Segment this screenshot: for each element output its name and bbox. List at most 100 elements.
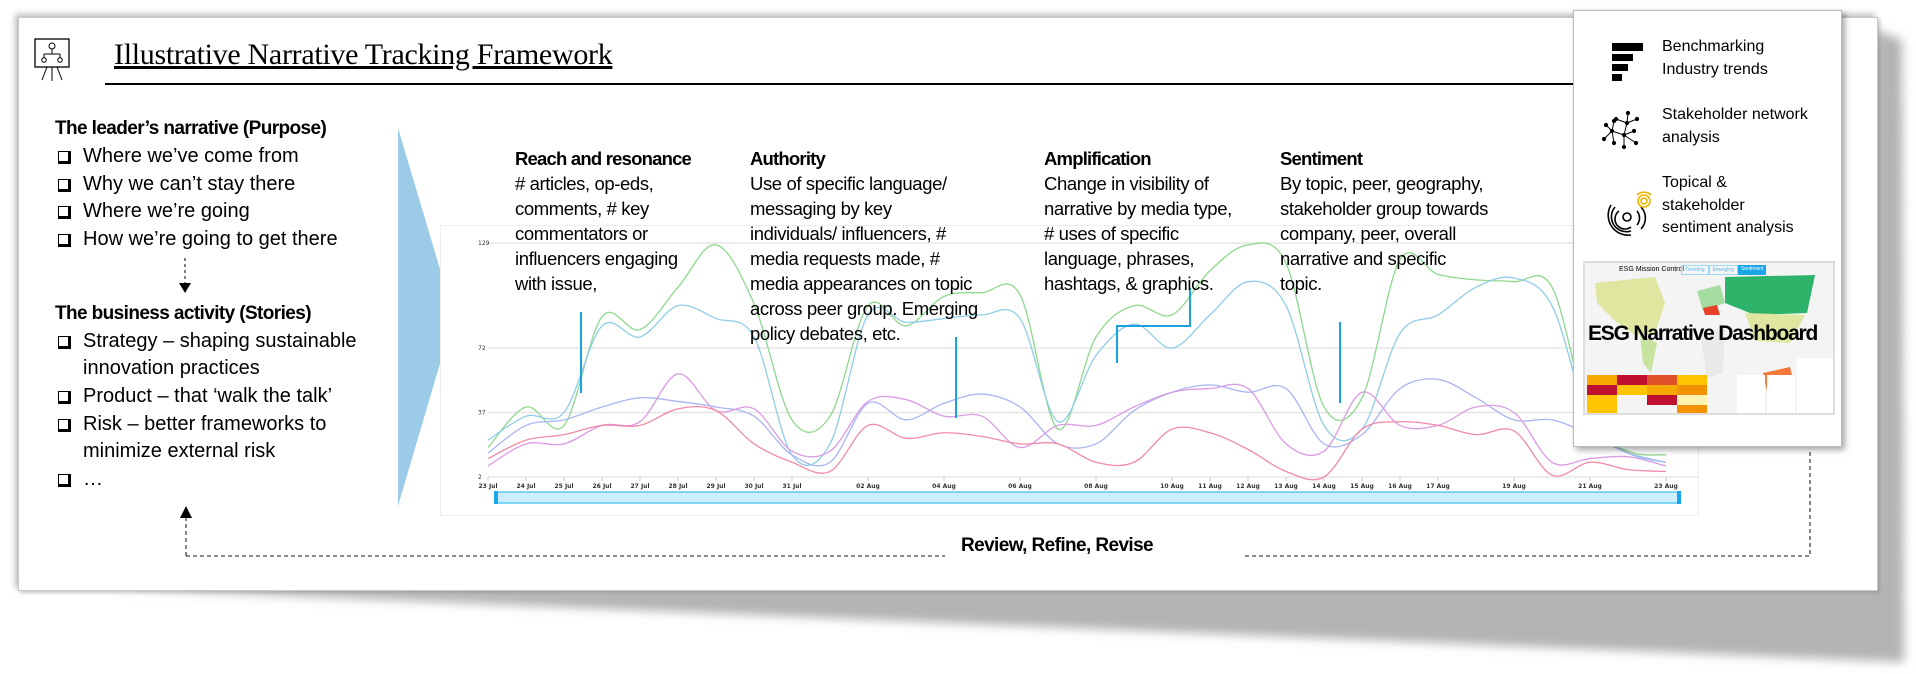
world-sentiment-map <box>1587 275 1833 413</box>
x-tick-label: 13 Aug <box>1274 483 1298 490</box>
metric-description-line: narrative by media type, <box>1044 198 1232 219</box>
metric-description-line: media appearances on topic <box>750 273 973 294</box>
metric-heading: Sentiment <box>1280 148 1363 169</box>
x-tick-label: 04 Aug <box>932 483 956 490</box>
benchmarking-label: Benchmarking Industry trends <box>1662 38 1768 78</box>
y-tick-label: 72 <box>478 345 486 352</box>
scrollbar-track[interactable] <box>494 491 1681 504</box>
x-tick-label: 15 Aug <box>1350 483 1374 490</box>
x-tick-label: 12 Aug <box>1236 483 1260 490</box>
x-tick-label: 26 Jul <box>593 483 612 490</box>
metric-description-line: policy debates, etc. <box>750 323 901 344</box>
issue-heatmap <box>1587 375 1707 413</box>
x-tick-label: 30 Jul <box>745 483 764 490</box>
stories-item-cont: minimize external risk <box>83 440 276 462</box>
purpose-item: How we’re going to get there <box>83 228 338 250</box>
x-tick-label: 08 Aug <box>1084 483 1108 490</box>
purpose-item: Where we’re going <box>83 200 250 222</box>
y-tick-label: 37 <box>478 410 486 417</box>
dashboard-title: ESG Narrative Dashboard <box>1588 322 1818 345</box>
checkbox-icon <box>58 391 71 404</box>
scrollbar-left-handle[interactable] <box>494 491 498 504</box>
series-line-4 <box>487 373 1667 467</box>
chevron-arrow-icon <box>398 128 454 506</box>
sentiment-analysis-label: Topical & stakeholder sentiment analysis <box>1662 174 1794 236</box>
metric-sentiment: Sentiment By topic, peer, geography, stake… <box>1280 146 1488 296</box>
x-tick-label: 10 Aug <box>1160 483 1184 490</box>
metric-description-line: narrative and specific <box>1280 248 1447 269</box>
x-tick-label: 17 Aug <box>1426 483 1450 490</box>
dashboard-tabs: Trending Emerging Sentiment <box>1681 265 1767 275</box>
purpose-heading: The leader’s narrative (Purpose) <box>55 118 327 139</box>
page-title: Illustrative Narrative Tracking Framewor… <box>114 38 613 71</box>
network-analysis-label: Stakeholder network analysis <box>1662 106 1808 146</box>
network-icon <box>1602 110 1640 150</box>
metric-description-line: stakeholder group towards <box>1280 198 1489 219</box>
y-tick-label: 129 <box>478 240 490 247</box>
tab-sentiment[interactable]: Sentiment <box>1737 265 1767 275</box>
metric-description-line: topic. <box>1280 273 1322 294</box>
series-line-3 <box>487 378 1667 467</box>
x-tick-label: 02 Aug <box>856 483 880 490</box>
metric-amplification: Amplification Change in visibility of narr… <box>1044 146 1232 296</box>
metric-description-line: with issue, <box>515 273 597 294</box>
stories-item-cont: innovation practices <box>83 357 260 379</box>
metric-description-line: Change in visibility of <box>1044 173 1209 194</box>
x-tick-label: 27 Jul <box>631 483 650 490</box>
metric-description-line: company, peer, overall <box>1280 223 1456 244</box>
metric-heading: Amplification <box>1044 148 1152 169</box>
series-line-2 <box>487 276 1667 467</box>
review-refine-revise-label: Review, Refine, Revise <box>955 535 1160 557</box>
sentiment-radar-icon <box>1607 191 1652 236</box>
checkbox-icon <box>58 474 71 487</box>
range-scrollbar[interactable] <box>494 491 1681 504</box>
metric-description-line: influencers engaging <box>515 248 678 269</box>
metric-description-line: Use of specific language/ <box>750 173 947 194</box>
tab-emerging[interactable]: Emerging <box>1708 265 1738 275</box>
series-line-1 <box>487 242 1667 456</box>
dashed-arrow-down-icon <box>179 258 191 293</box>
x-tick-label: 25 Jul <box>555 483 574 490</box>
metric-description-line: commentators or <box>515 223 648 244</box>
presentation-org-chart-icon <box>34 38 70 81</box>
metric-description-line: individuals/ influencers, # <box>750 223 946 244</box>
stories-item: Strategy – shaping sustainable <box>83 330 357 352</box>
scrollbar-right-handle[interactable] <box>1677 491 1681 504</box>
tab-trending[interactable]: Trending <box>1681 265 1709 275</box>
metric-description-line: comments, # key <box>515 198 649 219</box>
x-tick-label: 19 Aug <box>1502 483 1526 490</box>
metric-description-line: # articles, op-eds, <box>515 173 654 194</box>
stories-item: … <box>83 468 103 490</box>
metric-heading: Reach and resonance <box>515 148 692 169</box>
amplification-marker <box>1116 288 1191 363</box>
x-tick-label: 11 Aug <box>1198 483 1222 490</box>
title-divider <box>105 83 1575 85</box>
x-tick-label: 23 Aug <box>1654 483 1678 490</box>
x-tick-label: 16 Aug <box>1388 483 1412 490</box>
bar-chart-icon <box>1612 43 1643 81</box>
x-tick-label: 06 Aug <box>1008 483 1032 490</box>
purpose-item: Why we can’t stay there <box>83 173 296 195</box>
metric-description-line: media requests made, # <box>750 248 940 269</box>
stories-item: Risk – better frameworks to <box>83 413 327 435</box>
metric-description-line: By topic, peer, geography, <box>1280 173 1484 194</box>
metric-authority: Authority Use of specific language/messag… <box>750 146 978 346</box>
analytics-panel: Benchmarking Industry trends Stakeholder … <box>1573 10 1842 447</box>
checkbox-icon <box>58 151 71 164</box>
metric-description-line: # uses of specific <box>1044 223 1179 244</box>
metric-description-line: messaging by key <box>750 198 892 219</box>
stories-item: Product – that ‘walk the talk’ <box>83 385 333 407</box>
x-tick-label: 21 Aug <box>1578 483 1602 490</box>
checkbox-icon <box>58 336 71 349</box>
x-tick-label: 24 Jul <box>517 483 536 490</box>
x-tick-label: 23 Jul <box>479 483 498 490</box>
dashboard-app-title: ESG Mission Control <box>1619 266 1684 273</box>
purpose-item: Where we’ve come from <box>83 145 299 167</box>
esg-dashboard-thumbnail[interactable]: ESG Mission Control Trending Emerging Se… <box>1583 261 1835 415</box>
x-tick-label: 29 Jul <box>707 483 726 490</box>
metric-heading: Authority <box>750 148 826 169</box>
x-tick-label: 14 Aug <box>1312 483 1336 490</box>
checkbox-icon <box>58 179 71 192</box>
y-tick-label: 2 <box>478 474 482 481</box>
checkbox-icon <box>58 419 71 432</box>
